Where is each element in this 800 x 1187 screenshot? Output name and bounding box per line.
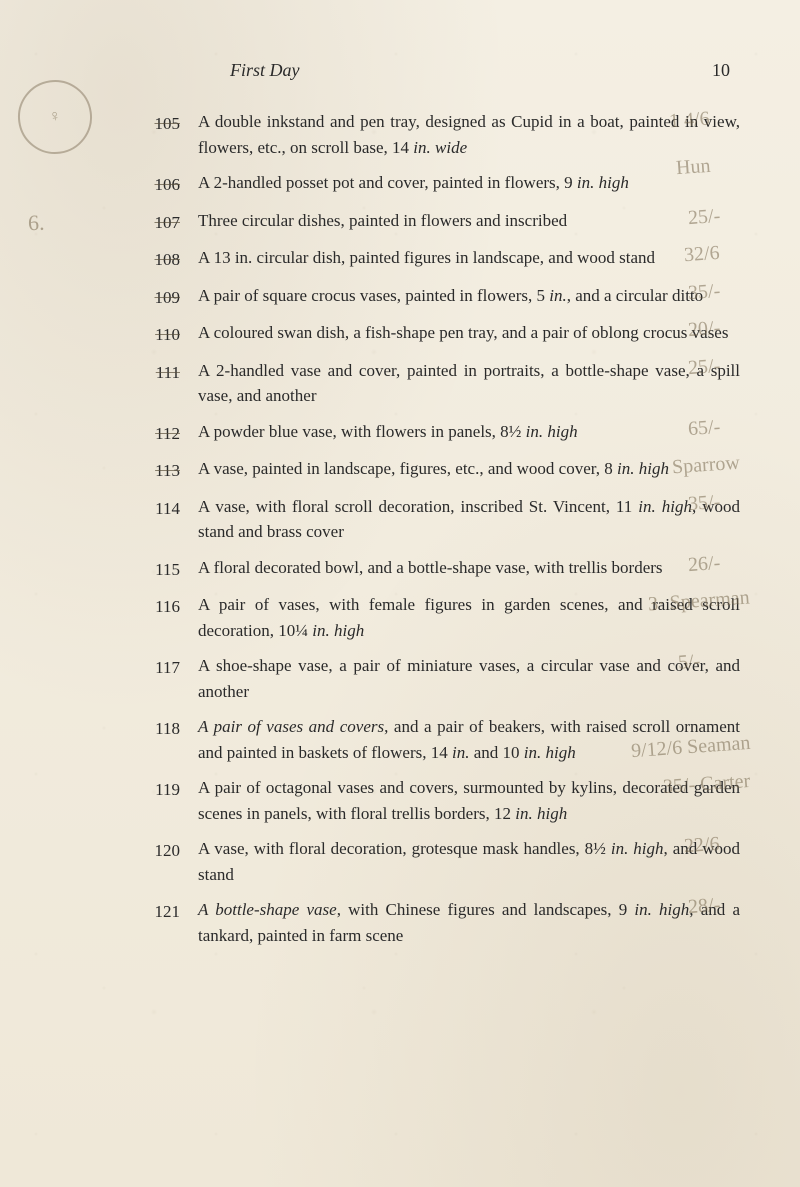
lot-description: A coloured swan dish, a fish-shape pen t… bbox=[198, 320, 740, 348]
lot-number: 117 bbox=[110, 653, 180, 704]
lot-number: 120 bbox=[110, 836, 180, 887]
lot-description: A shoe-shape vase, a pair of miniature v… bbox=[198, 653, 740, 704]
lot-number: 112 bbox=[110, 419, 180, 447]
lot-number: 115 bbox=[110, 555, 180, 583]
margin-sketch-glyph: ♀ bbox=[48, 107, 62, 126]
lot-number: 113 bbox=[110, 456, 180, 484]
lot-description: Three circular dishes, painted in flower… bbox=[198, 208, 740, 236]
price-annotation: 22/6 bbox=[683, 829, 721, 861]
price-annotation: 35/- bbox=[687, 486, 721, 518]
price-annotation: 25/- bbox=[687, 200, 721, 232]
lot-description: A 13 in. circular dish, painted figures … bbox=[198, 245, 740, 273]
price-annotation: 32/6 bbox=[683, 238, 721, 270]
lot-number: 121 bbox=[110, 897, 180, 948]
lot-description: A pair of octagonal vases and covers, su… bbox=[198, 775, 740, 826]
lot-description: A pair of square crocus vases, painted i… bbox=[198, 283, 740, 311]
price-annotation: 25/- bbox=[687, 350, 721, 382]
price-annotation: 9/12/6 Seaman bbox=[630, 728, 751, 766]
page-number: 10 bbox=[712, 60, 730, 81]
lot-description: A pair of vases and covers, and a pair o… bbox=[198, 714, 740, 765]
lot-number: 107 bbox=[110, 208, 180, 236]
lot-number: 118 bbox=[110, 714, 180, 765]
lot-number: 110 bbox=[110, 320, 180, 348]
lot-number: 109 bbox=[110, 283, 180, 311]
price-annotation: 35/- Carter bbox=[662, 766, 751, 802]
margin-annotation: 6. bbox=[28, 210, 45, 237]
lot-description: A vase, with floral scroll decoration, i… bbox=[198, 494, 740, 545]
lot-number: 106 bbox=[110, 170, 180, 198]
lot-description: A 2-handled posset pot and cover, painte… bbox=[198, 170, 740, 198]
page: ♀ 6. First Day 10 105 A double inkstand a… bbox=[0, 0, 800, 1187]
lot-description: A 2-handled vase and cover, painted in p… bbox=[198, 358, 740, 409]
lot-number: 114 bbox=[110, 494, 180, 545]
price-annotation: 28/- bbox=[687, 890, 721, 922]
lot-description: A bottle-shape vase, with Chinese figure… bbox=[198, 897, 740, 948]
lot-description: A vase, with floral decoration, grotesqu… bbox=[198, 836, 740, 887]
lot-description: A double inkstand and pen tray, designed… bbox=[198, 109, 740, 160]
lot-number: 111 bbox=[110, 358, 180, 409]
price-annotation: 3· Spearman bbox=[647, 582, 750, 619]
catalogue-entries: 105 A double inkstand and pen tray, desig… bbox=[110, 109, 740, 948]
lot-number: 116 bbox=[110, 592, 180, 643]
price-annotation: 5/- bbox=[677, 646, 701, 677]
margin-sketch-icon: ♀ bbox=[13, 75, 97, 159]
price-annotation: 65/- bbox=[687, 411, 721, 443]
running-head: First Day 10 bbox=[110, 60, 740, 81]
lot-number: 119 bbox=[110, 775, 180, 826]
lot-description: A vase, painted in landscape, figures, e… bbox=[198, 456, 740, 484]
price-annotation: Sparrow bbox=[671, 448, 741, 483]
lot-description: A floral decorated bowl, and a bottle-sh… bbox=[198, 555, 740, 583]
lot-number: 108 bbox=[110, 245, 180, 273]
lot-description: A powder blue vase, with flowers in pane… bbox=[198, 419, 740, 447]
lot-number: 105 bbox=[110, 109, 180, 160]
running-title: First Day bbox=[230, 60, 300, 81]
price-annotation: 26/- bbox=[687, 547, 721, 579]
price-annotation: 1 4/6 bbox=[668, 104, 711, 137]
lot-description: A pair of vases, with female figures in … bbox=[198, 592, 740, 643]
price-annotation: 35/- bbox=[687, 275, 721, 307]
price-annotation: 20/- bbox=[687, 313, 721, 345]
